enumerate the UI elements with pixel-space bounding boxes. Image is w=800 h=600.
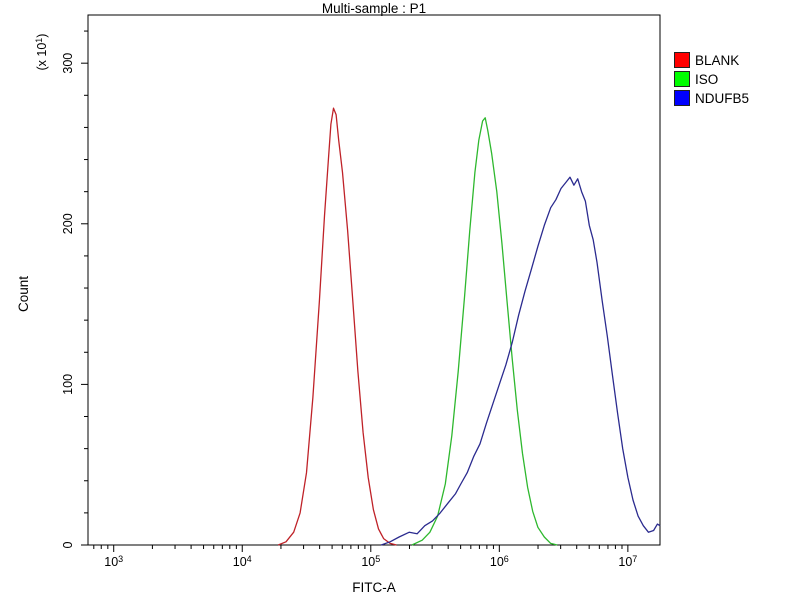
svg-text:300: 300 [61,53,75,74]
plot-frame [87,14,661,546]
curve-blank [277,107,397,546]
legend: BLANK ISO NDUFB5 [674,52,749,106]
legend-item-blank: BLANK [674,52,749,68]
svg-text:105: 105 [361,554,380,569]
legend-swatch-icon [674,71,690,87]
legend-label: BLANK [695,52,740,68]
legend-swatch-icon [674,52,690,68]
chart-title: Multi-sample : P1 [321,1,427,16]
svg-text:107: 107 [618,554,637,569]
y-tick-label: 200 [61,213,75,234]
svg-text:100: 100 [61,374,75,395]
y-axis-multiplier: (x 101) [34,34,49,71]
legend-swatch-icon [674,90,690,106]
y-tick-label: 100 [61,374,75,395]
svg-text:103: 103 [104,554,123,569]
y-tick-label: 300 [61,53,75,74]
legend-item-ndufb5: NDUFB5 [674,90,749,106]
svg-text:0: 0 [61,541,75,548]
svg-text:(x 101): (x 101) [34,34,49,71]
x-tick-label: 106 [490,554,509,569]
legend-label: ISO [695,71,719,87]
y-tick-label: 0 [61,541,75,548]
x-tick-label: 104 [233,554,252,569]
x-tick-label: 105 [361,554,380,569]
curve-iso [411,117,558,546]
svg-text:200: 200 [61,213,75,234]
legend-label: NDUFB5 [695,90,750,106]
svg-text:104: 104 [233,554,252,569]
x-axis-label: FITC-A [352,580,396,595]
svg-text:106: 106 [490,554,509,569]
x-tick-label: 107 [618,554,637,569]
y-axis-label: Count [16,275,31,312]
legend-item-iso: ISO [674,71,749,87]
x-tick-label: 103 [104,554,123,569]
curve-ndufb5 [380,176,661,546]
